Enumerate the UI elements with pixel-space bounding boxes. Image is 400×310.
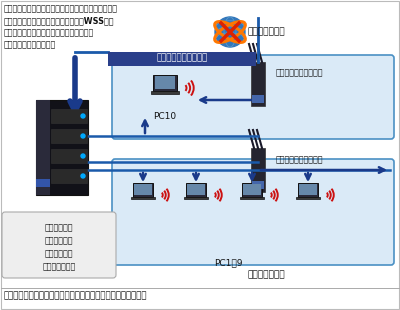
FancyBboxPatch shape xyxy=(298,183,318,197)
Text: アップデート: アップデート xyxy=(45,249,73,258)
FancyBboxPatch shape xyxy=(151,91,179,94)
Text: 長島ふれあい学習館・児童パソコン体験コーナーシステム構成: 長島ふれあい学習館・児童パソコン体験コーナーシステム構成 xyxy=(4,291,148,300)
FancyBboxPatch shape xyxy=(251,148,265,192)
Text: インターネット: インターネット xyxy=(248,271,286,280)
Text: PC10: PC10 xyxy=(154,112,176,121)
Text: そのためサーバー（テラステーションWSS）が: そのためサーバー（テラステーションWSS）が xyxy=(4,16,114,25)
FancyBboxPatch shape xyxy=(184,197,208,199)
FancyBboxPatch shape xyxy=(186,183,206,197)
FancyBboxPatch shape xyxy=(252,181,264,189)
Text: アップデートファイル: アップデートファイル xyxy=(156,53,208,62)
FancyBboxPatch shape xyxy=(36,100,50,195)
FancyBboxPatch shape xyxy=(51,109,87,123)
Text: をダウンロードして配布: をダウンロードして配布 xyxy=(4,40,56,49)
FancyBboxPatch shape xyxy=(240,197,264,199)
Circle shape xyxy=(81,154,85,158)
FancyBboxPatch shape xyxy=(244,184,260,195)
FancyBboxPatch shape xyxy=(108,52,256,66)
FancyBboxPatch shape xyxy=(51,169,87,183)
FancyBboxPatch shape xyxy=(112,55,394,139)
FancyBboxPatch shape xyxy=(251,62,265,106)
FancyBboxPatch shape xyxy=(36,179,50,187)
Circle shape xyxy=(81,134,85,138)
FancyBboxPatch shape xyxy=(252,95,264,103)
FancyBboxPatch shape xyxy=(134,184,152,195)
Text: 各クライアントパソコンはインターネット閲覧不可。: 各クライアントパソコンはインターネット閲覧不可。 xyxy=(4,4,118,13)
Text: インターネット: インターネット xyxy=(248,28,286,37)
Circle shape xyxy=(215,17,245,47)
Text: インターネットからアップデートファイル: インターネットからアップデートファイル xyxy=(4,28,94,37)
FancyBboxPatch shape xyxy=(51,129,87,143)
FancyBboxPatch shape xyxy=(51,149,87,163)
Circle shape xyxy=(81,114,85,118)
FancyBboxPatch shape xyxy=(112,159,394,265)
Text: サーバーから: サーバーから xyxy=(45,223,73,232)
FancyBboxPatch shape xyxy=(131,197,155,199)
FancyBboxPatch shape xyxy=(36,100,88,195)
FancyBboxPatch shape xyxy=(155,76,175,89)
Text: 無線アクセスポイント: 無線アクセスポイント xyxy=(276,68,324,77)
FancyBboxPatch shape xyxy=(154,75,176,91)
Circle shape xyxy=(81,174,85,178)
Text: 無線アクセスポイント: 無線アクセスポイント xyxy=(276,155,324,164)
FancyBboxPatch shape xyxy=(300,184,316,195)
FancyBboxPatch shape xyxy=(242,183,262,197)
FancyBboxPatch shape xyxy=(2,212,116,278)
Text: ファイルを送信: ファイルを送信 xyxy=(42,262,76,271)
FancyBboxPatch shape xyxy=(296,197,320,199)
FancyBboxPatch shape xyxy=(188,184,204,195)
Text: PC1～9: PC1～9 xyxy=(214,258,242,267)
FancyBboxPatch shape xyxy=(133,183,153,197)
Text: 各パソコンへ: 各パソコンへ xyxy=(45,236,73,245)
